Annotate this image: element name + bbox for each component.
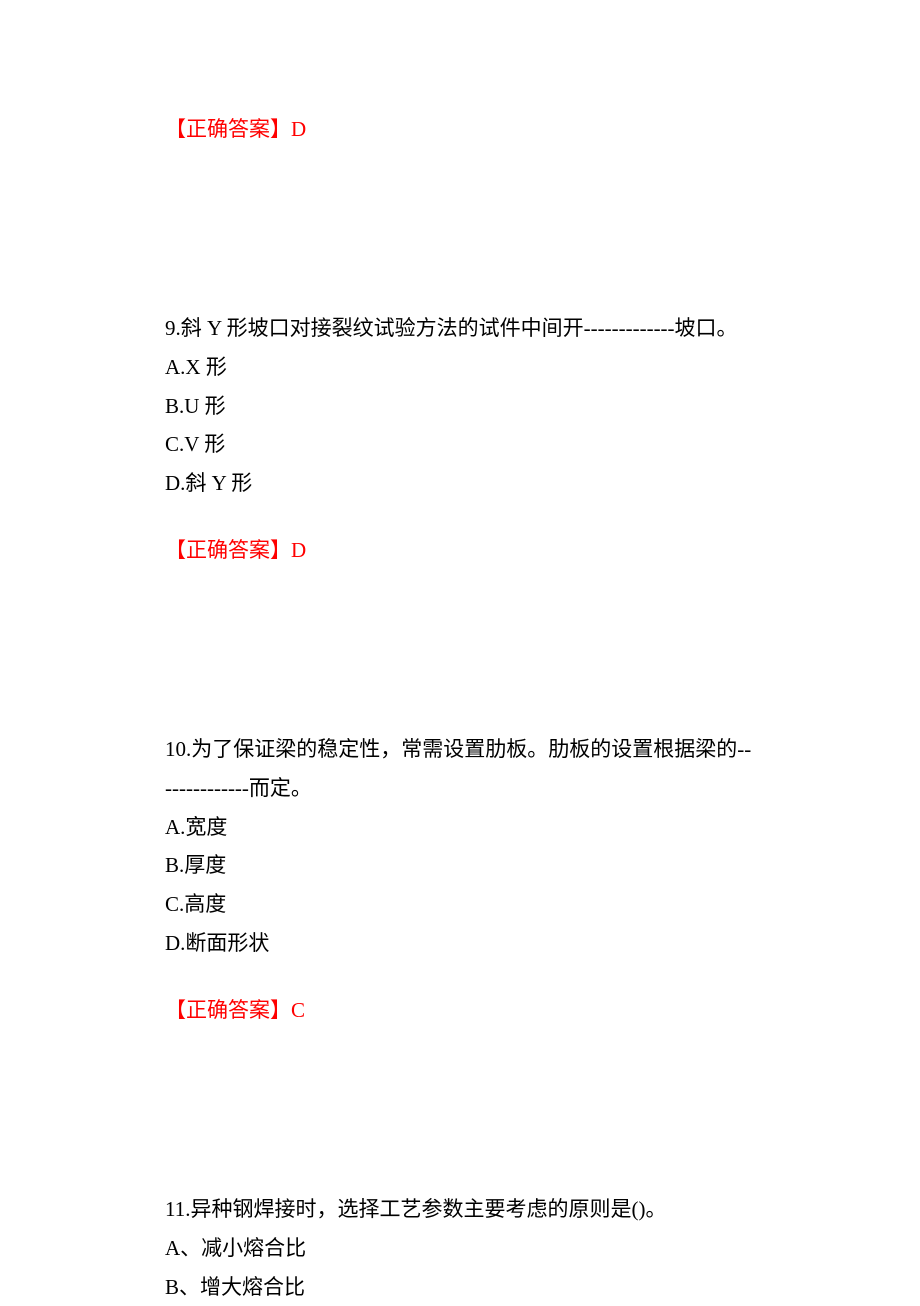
question-10-option-b: B.厚度 <box>165 846 755 885</box>
question-10-option-c: C.高度 <box>165 885 755 924</box>
question-11-option-a: A、减小熔合比 <box>165 1229 755 1268</box>
answer-value: D <box>291 538 306 562</box>
question-9-block: 9.斜 Y 形坡口对接裂纹试验方法的试件中间开-------------坡口。 … <box>165 309 755 503</box>
question-10-block: 10.为了保证梁的稳定性，常需设置肋板。肋板的设置根据梁的-----------… <box>165 730 755 963</box>
answer-value: D <box>291 117 306 141</box>
question-9-option-a: A.X 形 <box>165 348 755 387</box>
question-9-text: 9.斜 Y 形坡口对接裂纹试验方法的试件中间开-------------坡口。 <box>165 309 755 348</box>
question-9-option-b: B.U 形 <box>165 387 755 426</box>
answer-label: 【正确答案】 <box>165 538 291 562</box>
answer-label: 【正确答案】 <box>165 117 291 141</box>
question-11-option-b: B、增大熔合比 <box>165 1268 755 1306</box>
question-10-text: 10.为了保证梁的稳定性，常需设置肋板。肋板的设置根据梁的-----------… <box>165 730 755 808</box>
question-9-option-c: C.V 形 <box>165 425 755 464</box>
question-11-text: 11.异种钢焊接时，选择工艺参数主要考虑的原则是()。 <box>165 1190 755 1229</box>
answer-value: C <box>291 998 305 1022</box>
question-10-option-d: D.断面形状 <box>165 924 755 963</box>
answer-block-prev: 【正确答案】D <box>165 110 755 149</box>
answer-block-10: 【正确答案】C <box>165 991 755 1030</box>
question-11-block: 11.异种钢焊接时，选择工艺参数主要考虑的原则是()。 A、减小熔合比 B、增大… <box>165 1190 755 1306</box>
answer-label: 【正确答案】 <box>165 998 291 1022</box>
answer-block-9: 【正确答案】D <box>165 531 755 570</box>
question-10-option-a: A.宽度 <box>165 808 755 847</box>
question-9-option-d: D.斜 Y 形 <box>165 464 755 503</box>
